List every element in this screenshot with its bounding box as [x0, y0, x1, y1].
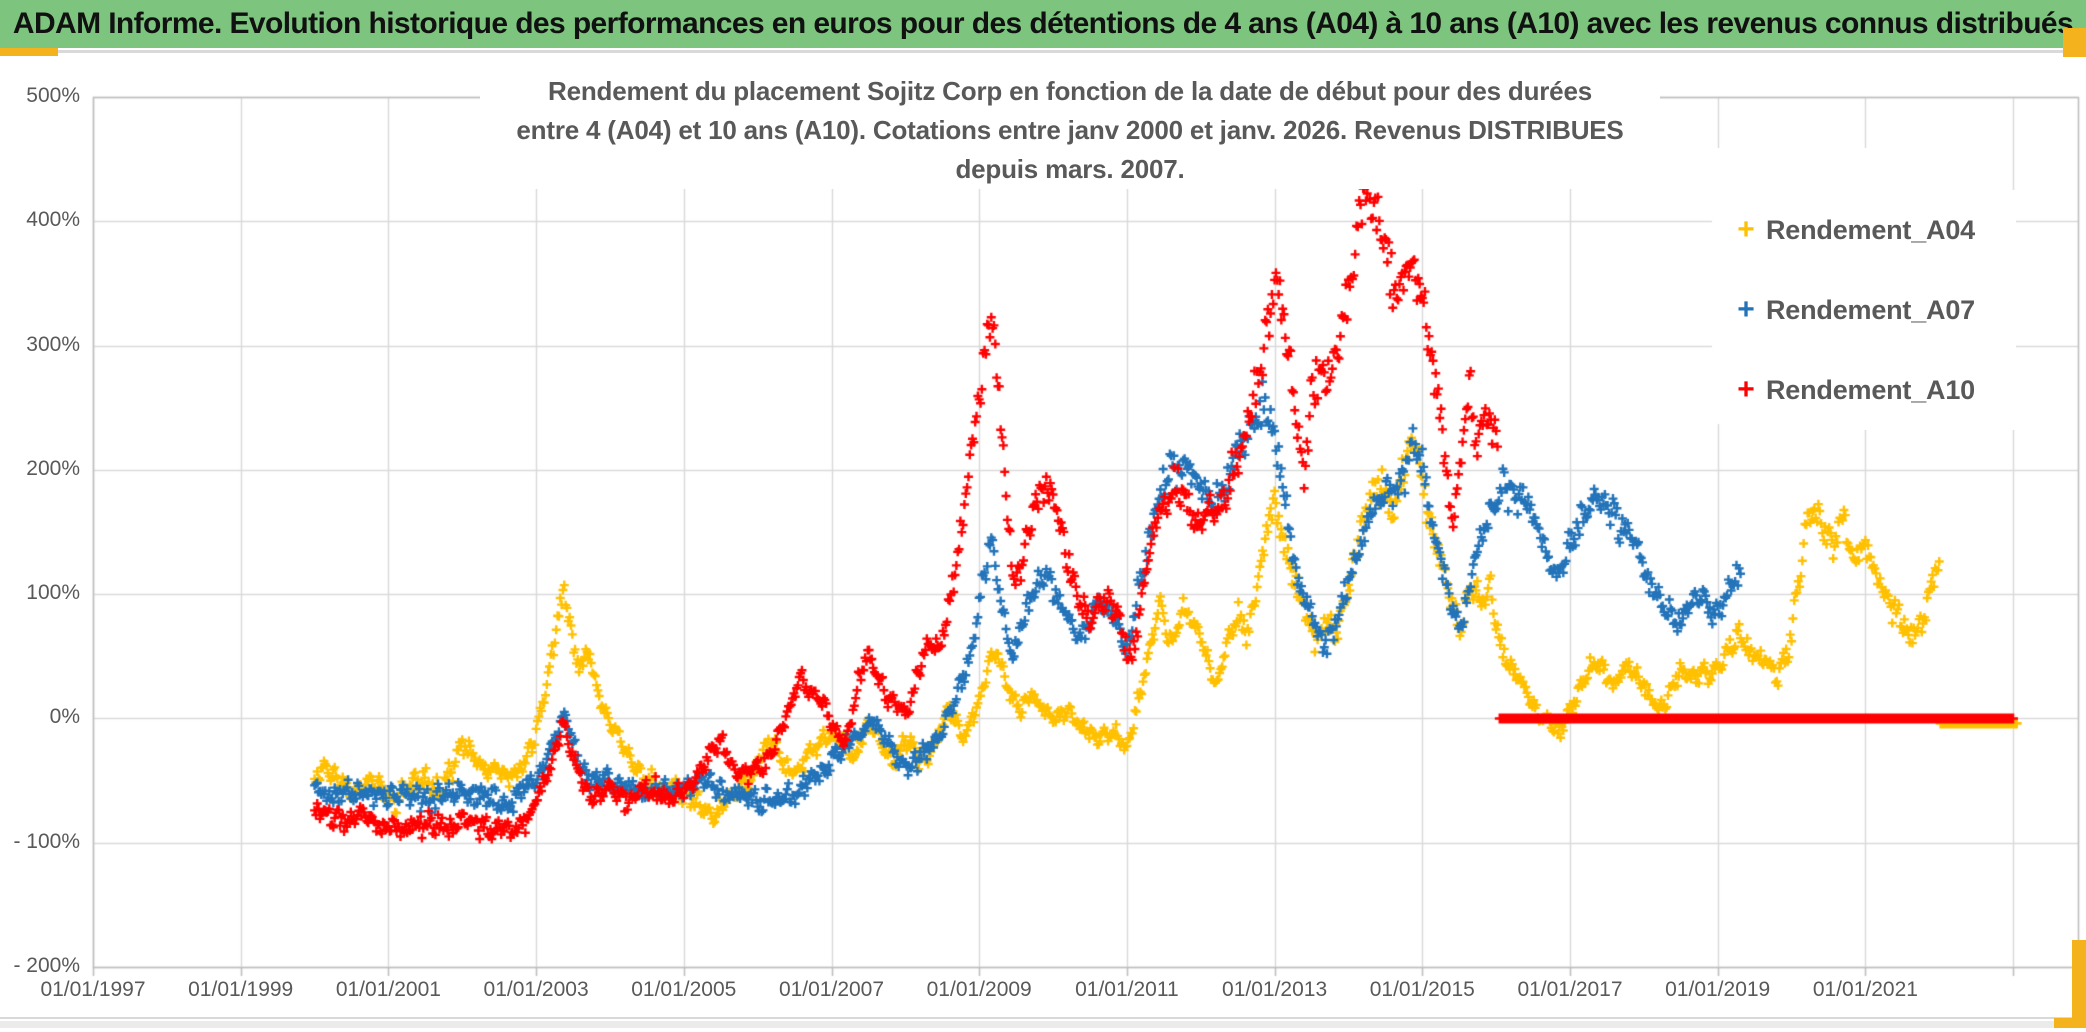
x-tick-label: 01/01/1997	[40, 978, 146, 1001]
divider-line	[58, 50, 2086, 53]
x-tick-label: 01/01/2013	[1222, 978, 1328, 1001]
x-tick-label: 01/01/2017	[1517, 978, 1623, 1001]
gold-corner-accent-horizontal	[2054, 1018, 2086, 1028]
x-tick-label: 01/01/2021	[1812, 978, 1918, 1001]
y-tick-label: - 100%	[13, 829, 80, 853]
legend: + Rendement_A04 + Rendement_A07 + Rendement_A…	[1726, 190, 2016, 430]
legend-plus-marker-icon: +	[1737, 293, 1755, 326]
legend-plus-marker-icon: +	[1737, 373, 1755, 406]
x-tick-label: 01/01/2005	[631, 978, 737, 1001]
y-tick-label: 500%	[26, 84, 80, 107]
x-tick-label: 01/01/2019	[1665, 978, 1771, 1001]
legend-item-rendement_a10: + Rendement_A10	[1726, 350, 2016, 430]
y-tick-label: 0%	[49, 705, 80, 729]
bottom-divider-line	[0, 1017, 2086, 1019]
legend-label: Rendement_A07	[1766, 294, 1975, 325]
header-bar: ADAM Informe. Evolution historique des p…	[0, 0, 2086, 48]
chart-title: Rendement du placement Sojitz Corp en fo…	[480, 72, 1660, 189]
y-tick-label: 400%	[26, 208, 80, 232]
y-tick-label: 100%	[26, 581, 80, 605]
page-title: ADAM Informe. Evolution historique des p…	[12, 7, 2074, 40]
legend-item-rendement_a04: + Rendement_A04	[1726, 190, 2016, 270]
bottom-strip	[0, 1021, 2086, 1028]
x-tick-label: 01/01/2007	[778, 978, 885, 1001]
x-tick-label: 01/01/2003	[483, 978, 589, 1001]
legend-item-rendement_a07: + Rendement_A07	[1726, 270, 2016, 350]
legend-label: Rendement_A10	[1766, 374, 1975, 405]
y-tick-label: - 200%	[13, 954, 80, 977]
chart-title-line1: Rendement du placement Sojitz Corp en fo…	[548, 76, 1592, 106]
x-tick-label: 01/01/2015	[1369, 978, 1475, 1001]
chart-title-line2: entre 4 (A04) et 10 ans (A10). Cotations…	[516, 115, 1624, 184]
gold-accent-left	[0, 48, 58, 56]
y-tick-label: 200%	[26, 456, 80, 480]
x-tick-label: 01/01/1999	[188, 978, 294, 1001]
gold-corner-accent-vertical	[2072, 940, 2086, 1028]
x-tick-label: 01/01/2001	[335, 978, 441, 1001]
legend-label: Rendement_A04	[1766, 214, 1975, 245]
y-tick-label: 300%	[26, 332, 80, 356]
x-tick-label: 01/01/2011	[1075, 978, 1179, 1001]
legend-plus-marker-icon: +	[1737, 213, 1755, 246]
gold-accent-top-right	[2063, 28, 2086, 57]
x-tick-label: 01/01/2009	[926, 978, 1032, 1001]
